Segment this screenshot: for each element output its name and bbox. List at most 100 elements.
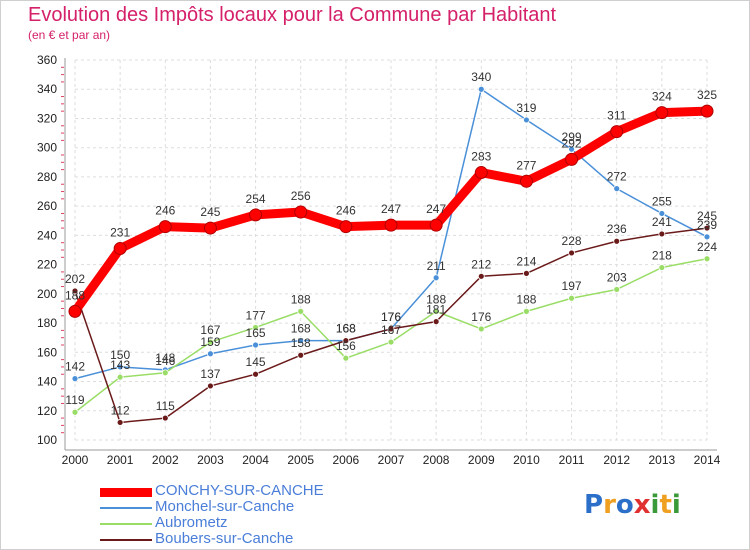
- data-label: 112: [111, 403, 130, 417]
- data-point: [207, 338, 214, 346]
- y-tick-label: 360: [37, 53, 57, 67]
- data-label: 236: [607, 222, 627, 236]
- data-label: 218: [652, 249, 672, 263]
- data-point: [158, 220, 172, 234]
- y-tick-label: 120: [37, 404, 57, 418]
- legend-label: Boubers-sur-Canche: [155, 530, 294, 547]
- x-tick-label: 2002: [152, 453, 179, 467]
- y-tick-label: 320: [37, 111, 57, 125]
- axes: 100 120 140 160 180 200 220 240 260 280 300 320 340 3…: [37, 53, 721, 467]
- data-point: [703, 233, 711, 241]
- legend-swatch: [100, 487, 152, 497]
- y-tick-label: 180: [37, 316, 57, 330]
- x-tick-label: 2004: [242, 453, 269, 467]
- x-tick-label: 2000: [62, 453, 89, 467]
- chart-title: Evolution des Impôts locaux pour la Comm…: [28, 4, 557, 26]
- data-label: 181: [426, 303, 446, 317]
- x-tick-label: 2007: [378, 453, 405, 467]
- data-label: 168: [336, 322, 356, 336]
- legend-swatch: [100, 539, 152, 541]
- data-label: 319: [516, 101, 536, 115]
- data-label: 340: [471, 70, 491, 84]
- data-point: [429, 218, 443, 232]
- data-point: [252, 341, 259, 349]
- data-label: 197: [562, 279, 582, 293]
- data-label: 246: [336, 204, 356, 218]
- data-point: [71, 375, 79, 383]
- data-point: [658, 264, 666, 271]
- data-label: 145: [246, 355, 266, 369]
- data-label: 324: [652, 90, 672, 104]
- data-label: 255: [652, 194, 672, 208]
- data-label: 115: [156, 399, 175, 413]
- legend-label: Aubrometz: [155, 514, 228, 531]
- x-tick-label: 2013: [649, 453, 676, 467]
- legend-swatch: [100, 507, 152, 509]
- data-label: 245: [200, 205, 220, 219]
- data-label: 224: [697, 240, 717, 254]
- data-label: 246: [155, 204, 175, 218]
- data-point: [432, 318, 440, 326]
- logo-letter: P: [584, 490, 604, 520]
- data-point: [703, 224, 711, 232]
- data-label: 231: [110, 226, 130, 240]
- data-point: [523, 116, 530, 124]
- proxiti-logo: Proxiti: [584, 490, 681, 520]
- data-point: [68, 304, 82, 318]
- data-point: [342, 354, 350, 362]
- data-point: [474, 166, 488, 180]
- y-tick-label: 260: [37, 199, 57, 213]
- data-point: [71, 287, 79, 295]
- data-point: [297, 337, 305, 345]
- data-point: [387, 338, 395, 346]
- data-label: 168: [291, 322, 311, 336]
- logo-letter: r: [603, 490, 616, 520]
- legend-label: Monchel-sur-Canche: [155, 498, 295, 515]
- data-label: 159: [200, 335, 220, 349]
- y-tick-label: 340: [37, 82, 57, 96]
- data-label: 146: [155, 354, 175, 368]
- data-point: [432, 307, 440, 315]
- data-point: [432, 274, 440, 282]
- x-tick-label: 2011: [559, 453, 585, 467]
- data-point: [252, 370, 259, 378]
- data-label: 245: [697, 209, 717, 223]
- data-label: 325: [697, 88, 717, 102]
- data-point: [252, 324, 259, 331]
- data-point: [703, 255, 711, 263]
- data-point: [116, 363, 124, 371]
- x-tick-label: 2003: [197, 453, 224, 467]
- data-point: [207, 382, 214, 390]
- data-point: [568, 249, 575, 257]
- x-tick-label: 2012: [603, 453, 630, 467]
- data-labels: 142 150 148 159 165 168 168 176 211 340 319 299 272 2…: [65, 70, 717, 417]
- legend-swatch: [100, 523, 152, 525]
- data-point: [203, 221, 217, 235]
- data-label: 168: [336, 322, 356, 336]
- data-point: [161, 369, 169, 377]
- logo-letter: i: [650, 490, 660, 520]
- data-label: 202: [65, 272, 85, 286]
- data-label: 228: [562, 234, 582, 248]
- data-label: 256: [291, 189, 311, 203]
- data-label: 254: [246, 192, 266, 206]
- data-label: 167: [200, 323, 220, 337]
- data-label: 142: [65, 360, 85, 374]
- x-tick-label: 2006: [333, 453, 360, 467]
- x-tick-label: 2010: [513, 453, 540, 467]
- x-tick-label: 2009: [468, 453, 495, 467]
- data-label: 137: [200, 367, 220, 381]
- x-tick-label: 2014: [694, 453, 721, 467]
- data-point: [339, 220, 353, 234]
- data-point: [384, 218, 398, 232]
- data-point: [523, 269, 530, 277]
- data-point: [342, 337, 350, 345]
- data-point: [207, 350, 214, 358]
- data-label: 156: [336, 339, 356, 353]
- data-point: [249, 208, 263, 222]
- data-point: [613, 185, 621, 193]
- logo-letter: t: [659, 490, 672, 520]
- data-label: 188: [291, 292, 311, 306]
- data-point: [71, 408, 79, 416]
- data-label: 292: [562, 136, 582, 150]
